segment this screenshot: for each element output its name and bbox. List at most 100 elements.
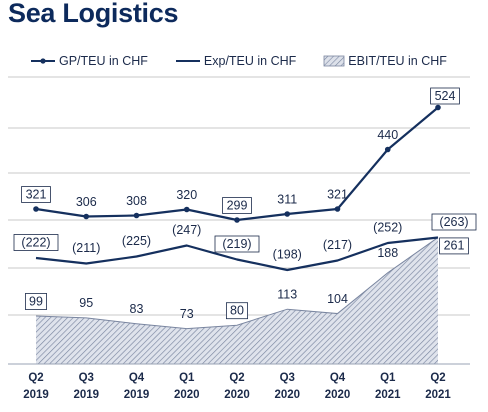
exp-label: (217): [323, 238, 352, 252]
x-tick-year: 2020: [224, 389, 250, 401]
exp-line: [35, 236, 439, 272]
gp-point: [33, 206, 39, 212]
gp-label: 320: [176, 188, 197, 202]
ebit-label: 99: [24, 293, 48, 310]
ebit-label: 95: [79, 296, 93, 310]
gp-label-text: 306: [76, 195, 97, 209]
gp-label-box: [21, 186, 51, 203]
gp-label: 440: [377, 128, 398, 142]
ebit-label: 80: [225, 302, 248, 320]
legend: GP/TEU in CHF Exp/TEU in CHF EBIT/TEU in…: [30, 52, 474, 70]
gp-label-box: [222, 197, 252, 214]
gp-point: [334, 206, 341, 212]
legend-label-gp: GP/TEU in CHF: [59, 54, 148, 68]
x-tick-quarter: Q2: [28, 372, 43, 384]
ebit-label-text: 83: [130, 302, 144, 316]
legend-hatch-icon: [323, 55, 345, 67]
gp-label: 299: [222, 197, 252, 214]
x-tick-year: 2021: [425, 389, 451, 401]
ebit-label-text: 104: [327, 292, 348, 306]
x-tick-year: 2019: [124, 389, 150, 401]
gp-label-text: 321: [26, 187, 47, 201]
legend-item-ebit: EBIT/TEU in CHF: [323, 54, 447, 68]
exp-label-box: [13, 234, 59, 251]
exp-label-text: (225): [122, 234, 151, 248]
ebit-label-text: 73: [180, 307, 194, 321]
ebit-label-text: 188: [377, 246, 398, 260]
gp-point: [183, 206, 190, 213]
gp-point: [234, 217, 240, 223]
gp-point: [133, 212, 140, 219]
exp-label-text: (217): [323, 238, 352, 252]
gp-label-text: 320: [176, 188, 197, 202]
gp-label: 321: [327, 187, 348, 201]
gp-point: [83, 213, 90, 220]
exp-label: (247): [172, 223, 201, 237]
x-tick-quarter: Q3: [280, 372, 295, 384]
x-tick-year: 2019: [73, 389, 99, 401]
gp-label-text: 299: [227, 198, 248, 212]
x-tick-year: 2021: [375, 389, 401, 401]
gp-label: 524: [430, 87, 460, 105]
gp-label-text: 308: [126, 194, 147, 208]
x-tick-quarter: Q1: [179, 372, 195, 384]
legend-label-exp: Exp/TEU in CHF: [203, 54, 297, 68]
legend-label-ebit: EBIT/TEU in CHF: [348, 54, 447, 68]
ebit-label-box: [439, 237, 469, 255]
ebit-label-box: [225, 302, 248, 320]
legend-item-gp: GP/TEU in CHF: [30, 54, 148, 68]
ebit-label: 104: [327, 292, 348, 306]
exp-label-text: (263): [439, 215, 468, 229]
gp-label: 321: [21, 186, 51, 203]
gp-point: [284, 211, 291, 217]
gp-point: [384, 146, 391, 153]
gp-label-box: [430, 87, 460, 105]
x-tick-year: 2020: [174, 389, 200, 401]
ebit-label: 83: [130, 302, 144, 316]
x-tick-quarter: Q4: [129, 372, 145, 384]
gp-label: 311: [277, 192, 297, 206]
x-tick-year: 2020: [274, 389, 300, 401]
ebit-label-text: 95: [79, 296, 93, 310]
gp-label-text: 524: [435, 89, 456, 103]
gp-label-text: 440: [377, 128, 398, 142]
exp-label-box: [214, 235, 260, 253]
x-tick-quarter: Q3: [79, 372, 94, 384]
exp-label: (198): [273, 247, 302, 261]
legend-line-marker-icon: [31, 58, 55, 64]
exp-label-text: (198): [273, 247, 302, 261]
gp-point: [435, 104, 441, 111]
gp-label-text: 311: [277, 192, 297, 206]
exp-label-text: (219): [222, 237, 251, 251]
exp-label-text: (252): [373, 220, 402, 234]
exp-label: (252): [373, 220, 402, 234]
ebit-label-box: [24, 293, 48, 310]
gp-label: 308: [126, 194, 147, 208]
ebit-label-text: 113: [277, 287, 297, 301]
exp-label: (211): [72, 241, 100, 255]
ebit-label-text: 80: [230, 303, 244, 317]
x-tick-quarter: Q2: [229, 372, 244, 384]
ebit-area: [36, 237, 438, 364]
ebit-label: 261: [439, 237, 469, 255]
legend-item-exp: Exp/TEU in CHF: [175, 54, 296, 68]
exp-label-text: (211): [72, 241, 100, 255]
ebit-label: 188: [377, 246, 398, 260]
ebit-area-edge: [35, 237, 439, 330]
x-tick-quarter: Q4: [330, 372, 346, 384]
gp-label: 306: [76, 195, 97, 209]
ebit-label: 113: [277, 287, 297, 301]
exp-label-text: (247): [172, 223, 201, 237]
x-tick-quarter: Q2: [430, 372, 445, 384]
exp-label: (263): [431, 213, 477, 231]
x-tick-quarter: Q1: [380, 372, 396, 384]
ebit-label-text: 99: [29, 294, 43, 308]
exp-label-text: (222): [21, 235, 50, 249]
exp-label: (219): [214, 235, 260, 253]
exp-label: (225): [122, 234, 151, 248]
x-tick-year: 2020: [325, 389, 351, 401]
ebit-label-text: 261: [444, 239, 465, 253]
exp-label-box: [431, 213, 477, 231]
exp-label: (222): [13, 234, 59, 251]
